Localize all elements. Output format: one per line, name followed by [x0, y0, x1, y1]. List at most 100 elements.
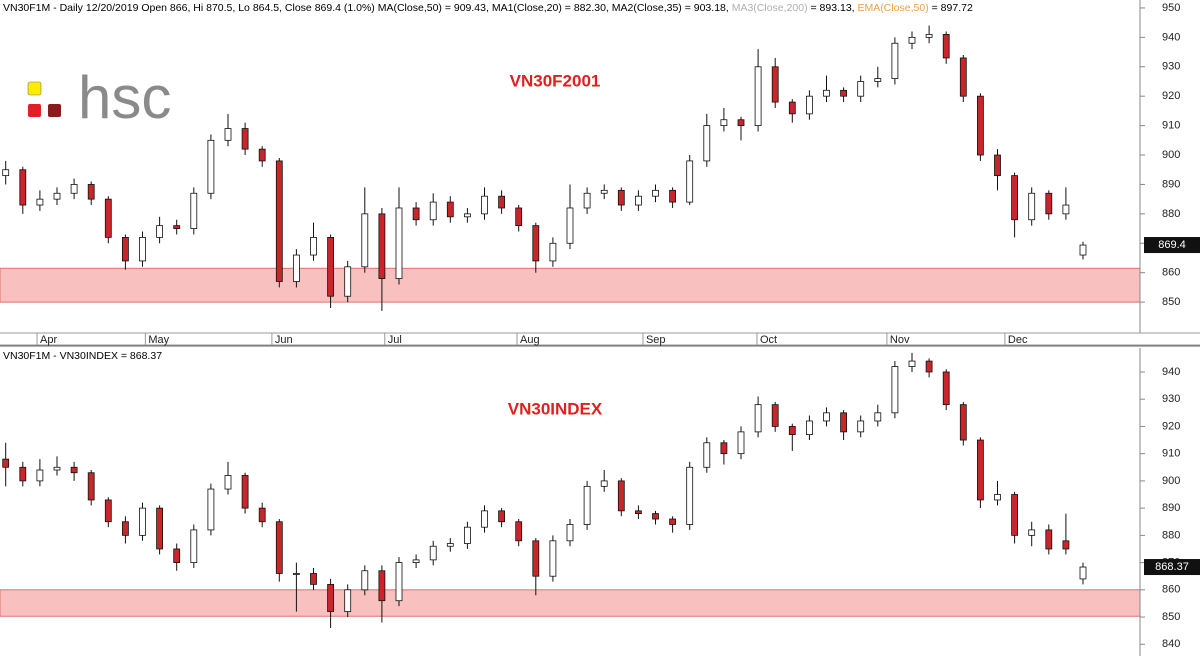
candle-body	[104, 198, 112, 238]
candle-body	[1079, 566, 1087, 580]
candle-body	[258, 507, 266, 523]
candle-body	[908, 36, 916, 44]
candle-body	[412, 207, 420, 221]
candle-body	[122, 521, 129, 536]
candle-body	[754, 66, 762, 127]
candle-body	[292, 573, 300, 575]
candle-body	[925, 360, 933, 373]
candle-body	[566, 524, 574, 542]
candle-body	[703, 442, 711, 468]
panel-header: VN30F1M - Daily 12/20/2019 Open 866, Hi …	[3, 2, 973, 14]
candle-body	[190, 529, 198, 563]
candle-body	[994, 494, 1001, 501]
candle-body	[823, 412, 830, 422]
candle-body	[122, 236, 129, 262]
candle-body	[395, 562, 403, 602]
logo-text: hsc	[78, 64, 171, 131]
candle-body	[463, 526, 471, 544]
y-tick-label: 900	[1162, 149, 1180, 161]
candle-body	[327, 583, 335, 613]
candle-body	[36, 198, 44, 206]
candle-body	[173, 225, 181, 229]
candle-body	[652, 189, 659, 197]
candle-body	[70, 184, 78, 194]
candle-body	[327, 236, 335, 297]
candle-body	[942, 371, 950, 406]
candle-body	[994, 154, 1001, 177]
candle-body	[361, 213, 369, 268]
logo-square	[27, 81, 42, 96]
candle-body	[617, 189, 625, 206]
x-tick-label: Aug	[520, 334, 540, 346]
candle-body	[310, 236, 317, 256]
candle-body	[891, 42, 899, 79]
y-tick-label: 850	[1162, 611, 1180, 623]
candle-body	[139, 507, 146, 536]
candle-body	[139, 236, 146, 262]
candle-body	[669, 189, 676, 203]
candle-body	[378, 570, 386, 602]
candle-body	[224, 475, 232, 490]
y-tick-label: 860	[1162, 267, 1180, 279]
candle-body	[275, 521, 283, 574]
candle-body	[600, 189, 608, 194]
x-tick-label: May	[148, 334, 169, 346]
candle-body	[532, 540, 540, 577]
candle-body	[310, 573, 317, 585]
candle-body	[498, 510, 506, 523]
candle-body	[87, 472, 95, 501]
panel-title: VN30F2001	[510, 71, 601, 90]
x-tick-label: Apr	[40, 334, 57, 346]
candle-body	[481, 510, 488, 528]
candle-body	[173, 548, 181, 563]
candle-body	[686, 160, 694, 203]
candle-body	[686, 466, 694, 525]
candle-body	[737, 431, 745, 455]
candle-body	[840, 89, 847, 97]
support-band	[0, 589, 1141, 617]
candle-body	[788, 101, 796, 115]
header-part: VN30F1M - VN30INDEX = 868.37	[3, 350, 162, 362]
candle-body	[1045, 192, 1053, 215]
last-value-label: 868.37	[1155, 561, 1189, 573]
candle-body	[1062, 540, 1070, 550]
header-part: = 897.72	[929, 2, 973, 14]
candle-body	[1062, 204, 1070, 215]
y-tick-label: 890	[1162, 178, 1180, 190]
candle-body	[53, 466, 61, 471]
candle-body	[720, 442, 728, 455]
candle-body	[1011, 175, 1018, 221]
y-tick-label: 860	[1162, 584, 1180, 596]
candle-body	[53, 192, 61, 200]
candle-body	[70, 466, 78, 474]
candle-body	[1028, 529, 1036, 536]
candle-body	[378, 213, 386, 279]
candle-body	[224, 128, 232, 141]
y-tick-label: 940	[1162, 366, 1180, 378]
x-tick-label: Nov	[890, 334, 910, 346]
header-part: MA3(Close,200)	[732, 2, 808, 14]
y-tick-label: 890	[1162, 502, 1180, 514]
candle-body	[207, 488, 215, 531]
candle-body	[566, 207, 574, 244]
candle-body	[840, 412, 847, 433]
logo-square	[48, 104, 61, 117]
candle-body	[549, 540, 557, 577]
y-tick-label: 950	[1162, 2, 1180, 14]
candle-body	[19, 169, 27, 206]
y-tick-label: 940	[1162, 31, 1180, 43]
candle-body	[156, 225, 164, 238]
candle-body	[788, 426, 796, 435]
candle-body	[412, 559, 420, 563]
last-value-box	[1144, 559, 1200, 576]
candle-body	[361, 570, 369, 591]
candle-body	[891, 366, 899, 414]
candle-body	[977, 95, 984, 156]
x-tick-label: Oct	[760, 334, 777, 346]
candle-body	[857, 420, 865, 433]
candle-body	[635, 195, 642, 206]
y-tick-label: 880	[1162, 529, 1180, 541]
candle-body	[720, 119, 728, 127]
candle-body	[771, 404, 779, 427]
